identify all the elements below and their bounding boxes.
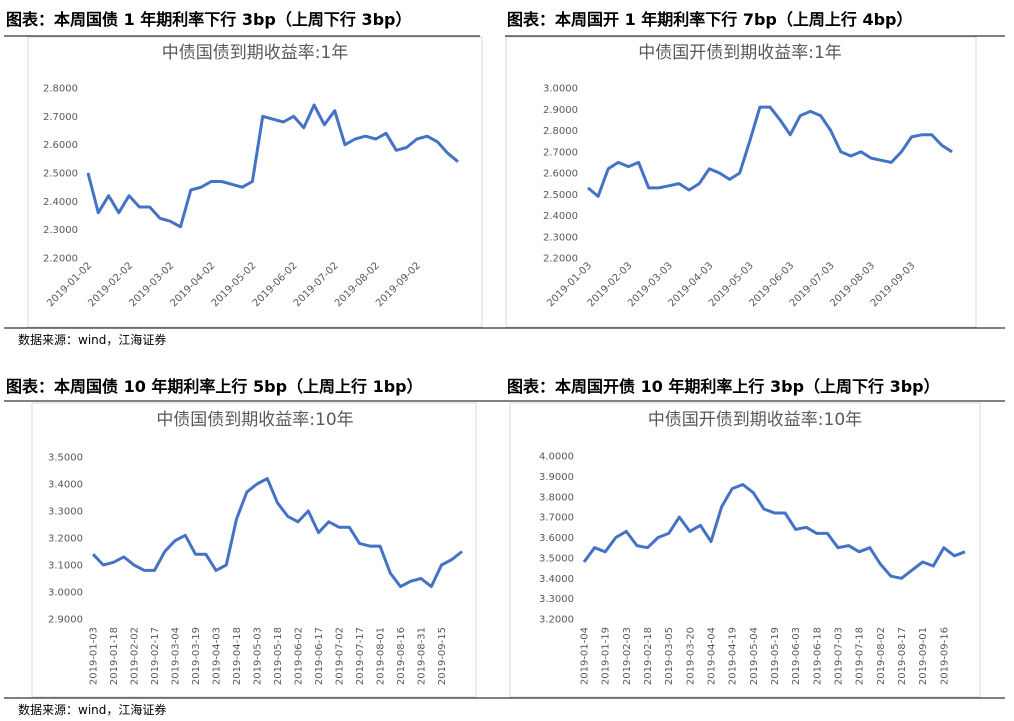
y-tick-label: 3.5000 bbox=[539, 553, 574, 564]
y-tick-label: 3.0000 bbox=[543, 84, 578, 95]
x-tick-label: 2019-08-17 bbox=[897, 627, 908, 685]
x-tick-label: 2019-02-17 bbox=[150, 627, 161, 685]
y-tick-label: 2.8000 bbox=[43, 84, 78, 95]
x-tick-label: 2019-01-18 bbox=[109, 627, 120, 685]
x-tick-label: 2019-09-01 bbox=[918, 627, 929, 685]
y-tick-label: 3.8000 bbox=[539, 492, 574, 503]
y-tick-label: 2.7000 bbox=[43, 112, 78, 123]
source: 数据来源：wind，江海证券 bbox=[18, 702, 166, 717]
x-tick-label: 2019-09-02 bbox=[374, 260, 423, 309]
y-tick-label: 2.5000 bbox=[43, 169, 78, 180]
x-tick-label: 2019-05-19 bbox=[770, 627, 781, 685]
x-tick-label: 2019-07-03 bbox=[834, 627, 845, 685]
series-line bbox=[582, 483, 966, 580]
x-tick-label: 2019-08-16 bbox=[396, 627, 407, 685]
x-tick-label: 2019-07-17 bbox=[355, 627, 366, 685]
x-tick-label: 2019-08-31 bbox=[417, 627, 428, 685]
chart-frame bbox=[505, 36, 977, 328]
y-tick-label: 2.4000 bbox=[43, 197, 78, 208]
heading: 图表：本周国债 10 年期利率上行 5bp（上周上行 1bp） bbox=[6, 377, 423, 396]
x-tick-label: 2019-03-05 bbox=[664, 627, 675, 685]
heading: 图表：本周国债 1 年期利率下行 3bp（上周下行 3bp） bbox=[6, 10, 412, 29]
y-tick-label: 2.3000 bbox=[43, 225, 78, 236]
x-tick-label: 2019-03-20 bbox=[685, 627, 696, 685]
x-tick-label: 2019-09-15 bbox=[437, 627, 448, 685]
x-tick-label: 2019-02-18 bbox=[643, 627, 654, 685]
y-tick-label: 2.7000 bbox=[543, 147, 578, 158]
y-tick-label: 3.9000 bbox=[539, 472, 574, 483]
source: 数据来源：wind，江海证券 bbox=[18, 332, 166, 347]
y-tick-label: 2.9000 bbox=[543, 105, 578, 116]
x-tick-label: 2019-04-04 bbox=[707, 627, 718, 685]
series-line bbox=[587, 105, 953, 198]
x-tick-label: 2019-05-03 bbox=[253, 627, 264, 685]
heading: 图表：本周国开 1 年期利率下行 7bp（上周上行 4bp） bbox=[507, 10, 913, 29]
chart-frame bbox=[31, 402, 477, 698]
y-tick-label: 3.2000 bbox=[48, 534, 83, 545]
chart-frame bbox=[27, 36, 483, 328]
x-tick-label: 2019-09-16 bbox=[939, 627, 950, 685]
y-tick-label: 3.5000 bbox=[48, 453, 83, 464]
x-tick-label: 2019-01-04 bbox=[580, 627, 591, 685]
y-tick-label: 2.2000 bbox=[543, 254, 578, 265]
series-line bbox=[91, 477, 463, 589]
chart-title: 中债国债到期收益率:1年 bbox=[162, 43, 349, 63]
y-tick-label: 4.0000 bbox=[539, 452, 574, 463]
x-tick-label: 2019-06-02 bbox=[294, 627, 305, 685]
y-tick-label: 3.1000 bbox=[48, 561, 83, 572]
y-tick-label: 3.3000 bbox=[539, 594, 574, 605]
y-tick-label: 2.5000 bbox=[543, 190, 578, 201]
x-tick-label: 2019-04-03 bbox=[212, 627, 223, 685]
x-tick-label: 2019-08-01 bbox=[376, 627, 387, 685]
x-tick-label: 2019-05-18 bbox=[273, 627, 284, 685]
x-tick-label: 2019-01-19 bbox=[601, 627, 612, 685]
y-tick-label: 3.7000 bbox=[539, 513, 574, 524]
y-tick-label: 2.6000 bbox=[43, 140, 78, 151]
x-tick-label: 2019-03-04 bbox=[171, 627, 182, 685]
y-tick-label: 3.4000 bbox=[48, 480, 83, 491]
x-tick-label: 2019-01-03 bbox=[89, 627, 100, 685]
x-tick-label: 2019-06-17 bbox=[314, 627, 325, 685]
y-tick-label: 3.3000 bbox=[48, 507, 83, 518]
y-tick-label: 3.0000 bbox=[48, 588, 83, 599]
x-tick-label: 2019-03-19 bbox=[191, 627, 202, 685]
x-tick-label: 2019-04-19 bbox=[728, 627, 739, 685]
y-tick-label: 2.4000 bbox=[543, 211, 578, 222]
y-tick-label: 3.4000 bbox=[539, 574, 574, 585]
y-tick-label: 2.2000 bbox=[43, 254, 78, 265]
x-tick-label: 2019-07-18 bbox=[855, 627, 866, 685]
x-tick-label: 2019-04-18 bbox=[232, 627, 243, 685]
x-tick-label: 2019-02-02 bbox=[130, 627, 141, 685]
heading: 图表：本周国开债 10 年期利率上行 3bp（上周下行 3bp） bbox=[507, 377, 940, 396]
y-tick-label: 2.8000 bbox=[543, 126, 578, 137]
x-tick-label: 2019-02-03 bbox=[622, 627, 633, 685]
x-tick-label: 2019-08-02 bbox=[876, 627, 887, 685]
chart-frame bbox=[509, 402, 981, 698]
chart-title: 中债国开债到期收益率:1年 bbox=[638, 43, 842, 63]
y-tick-label: 2.9000 bbox=[48, 615, 83, 626]
y-tick-label: 2.6000 bbox=[543, 169, 578, 180]
y-tick-label: 2.3000 bbox=[543, 232, 578, 243]
chart-title: 中债国开债到期收益率:10年 bbox=[648, 410, 862, 430]
series-line bbox=[86, 103, 459, 229]
x-tick-label: 2019-06-18 bbox=[812, 627, 823, 685]
x-tick-label: 2019-05-04 bbox=[749, 627, 760, 685]
y-tick-label: 3.2000 bbox=[539, 615, 574, 626]
x-tick-label: 2019-07-02 bbox=[335, 627, 346, 685]
x-tick-label: 2019-06-03 bbox=[791, 627, 802, 685]
y-tick-label: 3.6000 bbox=[539, 533, 574, 544]
chart-title: 中债国债到期收益率:10年 bbox=[156, 410, 353, 430]
